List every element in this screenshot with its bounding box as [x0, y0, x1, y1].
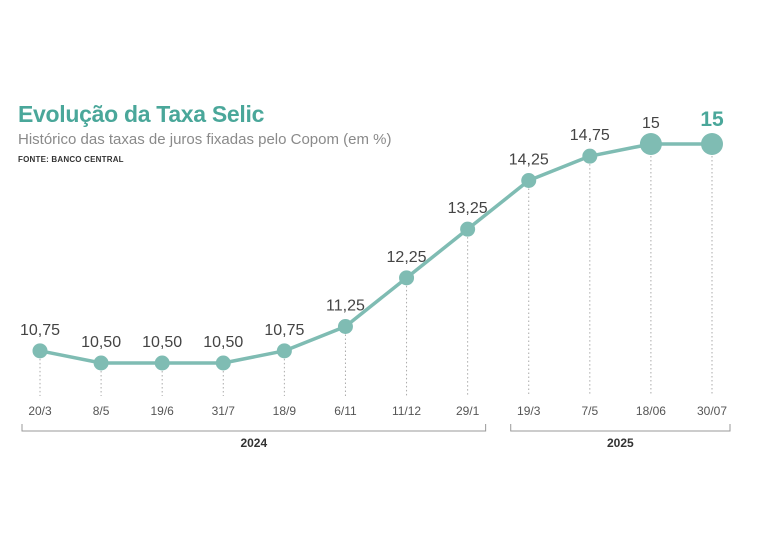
- series-line: [38, 142, 714, 365]
- value-label: 10,50: [142, 334, 182, 351]
- year-bracket: [21, 424, 487, 432]
- chart-header: Evolução da Taxa Selic Histórico das tax…: [18, 100, 392, 164]
- x-tick-label: 31/7: [212, 404, 236, 418]
- value-label: 14,75: [570, 127, 610, 144]
- value-label: 13,25: [448, 200, 488, 217]
- value-label: 11,25: [326, 298, 365, 315]
- x-tick-label: 6/11: [334, 404, 357, 418]
- data-point: [460, 221, 476, 237]
- value-label: 10,75: [264, 322, 304, 339]
- data-point: [582, 148, 598, 164]
- data-point: [521, 173, 537, 188]
- x-tick-label: 11/12: [392, 404, 421, 418]
- x-tick-label: 19/3: [517, 404, 541, 418]
- x-tick-label: 29/1: [456, 404, 480, 418]
- x-tick-label: 20/3: [28, 404, 52, 418]
- value-label: 10,50: [203, 334, 243, 351]
- x-tick-label: 18/06: [636, 404, 666, 418]
- value-label: 15: [642, 115, 660, 132]
- value-label: 12,25: [387, 249, 427, 266]
- data-point: [701, 133, 723, 155]
- x-tick-label: 7/5: [581, 404, 598, 418]
- data-point: [154, 355, 170, 371]
- x-tick-label: 18/9: [273, 404, 297, 418]
- data-point: [215, 355, 231, 371]
- value-label: 10,75: [20, 322, 60, 339]
- data-point: [337, 319, 353, 334]
- year-label: 2025: [607, 436, 634, 450]
- value-label: 15: [700, 108, 724, 131]
- chart-subtitle: Histórico das taxas de juros fixadas pel…: [18, 131, 392, 148]
- data-point: [93, 355, 109, 371]
- chart-source: FONTE: BANCO CENTRAL: [18, 155, 124, 164]
- data-point: [276, 343, 292, 359]
- x-tick-label: 30/07: [697, 404, 727, 418]
- year-bracket: [510, 424, 731, 432]
- value-label: 10,50: [81, 334, 121, 351]
- value-label: 14,25: [509, 152, 549, 169]
- data-point: [639, 133, 662, 155]
- data-point: [32, 343, 48, 359]
- chart-title: Evolução da Taxa Selic: [18, 101, 265, 127]
- year-label: 2024: [240, 436, 267, 450]
- data-point: [399, 270, 415, 286]
- x-tick-label: 19/6: [151, 404, 175, 418]
- x-tick-label: 8/5: [93, 404, 110, 418]
